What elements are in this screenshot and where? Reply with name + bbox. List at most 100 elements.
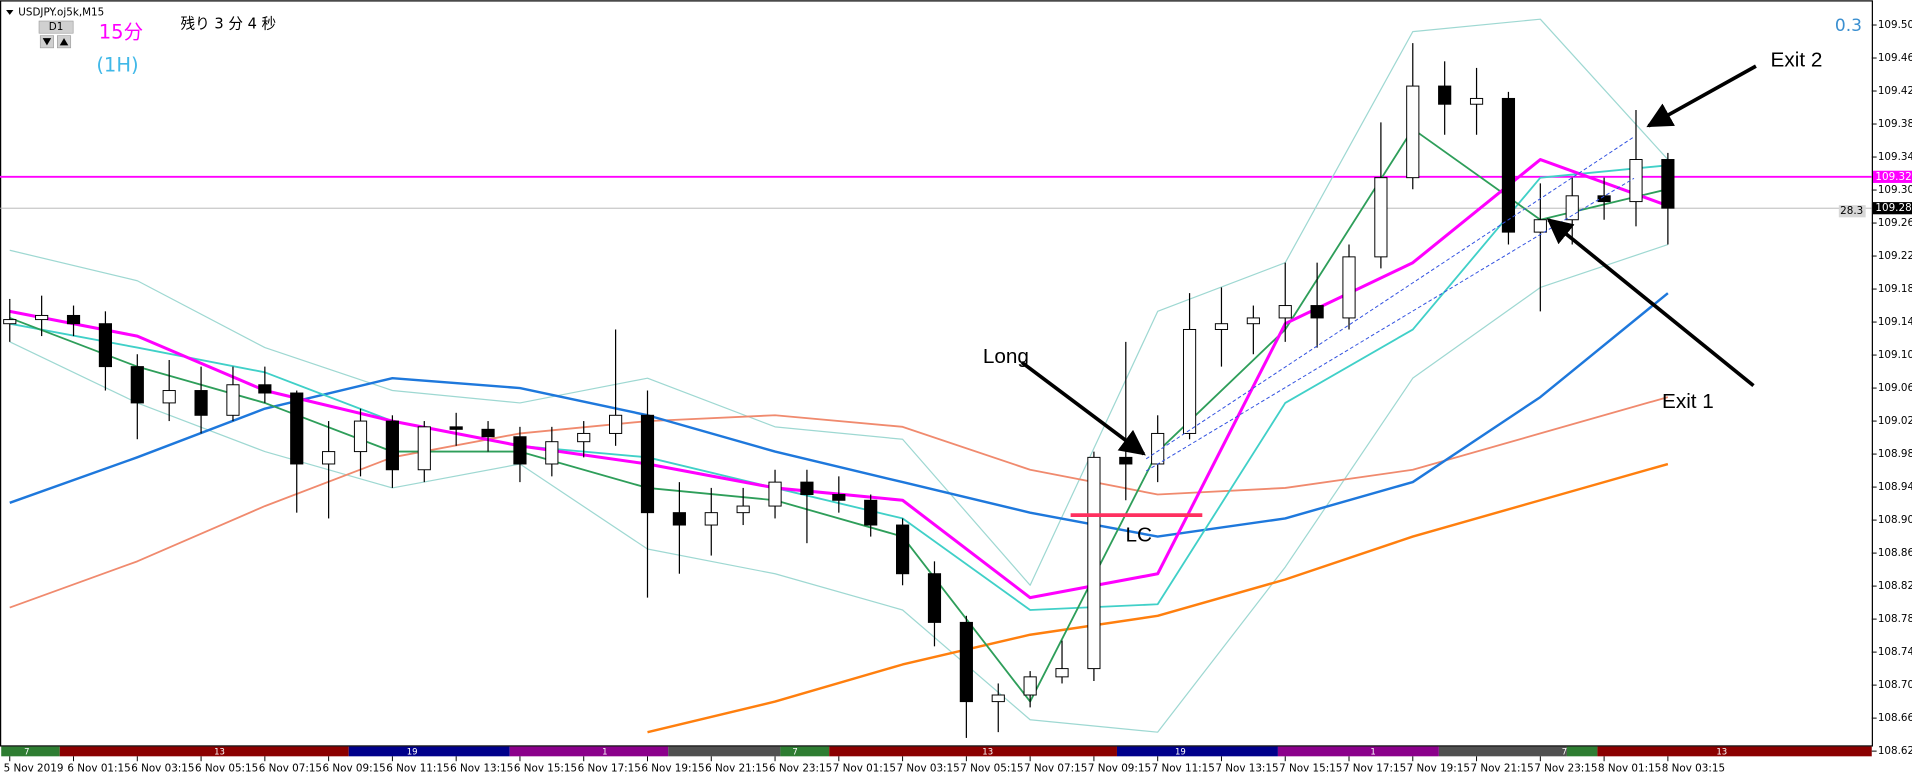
candle-body <box>1438 85 1452 105</box>
x-tick-label: 6 Nov 23:15 <box>769 763 832 775</box>
session-segment <box>509 746 669 757</box>
y-tick-label: 109.105 <box>1878 349 1912 361</box>
x-tick-label: 6 Nov 09:15 <box>323 763 386 775</box>
x-tick-label: 6 Nov 13:15 <box>450 763 513 775</box>
x-tick-label: 7 Nov 07:15 <box>1024 763 1087 775</box>
candle-body <box>98 323 113 368</box>
indicator-label: 15分 <box>99 21 143 44</box>
x-tick-label: 6 Nov 11:15 <box>386 763 449 775</box>
candle-body <box>226 384 240 416</box>
candle-body <box>577 432 591 443</box>
candle-body <box>1310 305 1324 319</box>
candle-body <box>1023 676 1037 696</box>
candle-body <box>672 512 686 526</box>
x-tick-label: 7 Nov 01:15 <box>833 763 896 775</box>
annotation: Exit 1 <box>1662 390 1714 413</box>
candle-body <box>545 441 559 465</box>
candle-body <box>35 314 49 321</box>
session-label: 7 <box>792 748 797 758</box>
x-tick-label: 6 Nov 21:15 <box>705 763 768 775</box>
candle-body <box>1374 177 1388 258</box>
spread-display: 0.3 <box>1835 16 1862 36</box>
y-tick-label: 109.225 <box>1878 250 1912 262</box>
candle-body <box>768 481 782 507</box>
session-segment <box>1597 746 1872 757</box>
x-tick-label: 7 Nov 13:15 <box>1215 763 1278 775</box>
x-tick-label: 7 Nov 19:15 <box>1407 763 1470 775</box>
plot-frame <box>0 0 1873 747</box>
price-tag-label: 109.283 <box>1875 202 1912 214</box>
candle-body <box>513 436 527 465</box>
candle-body <box>1119 456 1133 465</box>
y-tick-label: 109.265 <box>1878 217 1912 229</box>
x-tick-label: 5 Nov 2019 <box>4 763 64 775</box>
candle-body <box>194 390 208 416</box>
candle-body <box>322 451 336 465</box>
icon <box>59 38 69 46</box>
session-segment <box>668 746 781 757</box>
session-segment <box>829 746 1117 757</box>
x-tick-label: 7 Nov 11:15 <box>1152 763 1215 775</box>
y-tick-label: 109.385 <box>1878 118 1912 130</box>
indicator-line <box>9 128 1669 703</box>
candle-body <box>736 505 750 514</box>
x-tick-label: 7 Nov 09:15 <box>1088 763 1151 775</box>
candle-body <box>449 426 463 430</box>
candle-body <box>1565 195 1579 221</box>
spread-label: 28.3 <box>1840 205 1863 217</box>
menu-icon <box>6 10 14 15</box>
x-tick-label: 7 Nov 17:15 <box>1343 763 1406 775</box>
x-tick-label: 7 Nov 05:15 <box>960 763 1023 775</box>
session-segment <box>1 746 60 757</box>
y-tick-label: 109.065 <box>1878 382 1912 394</box>
session-label: 13 <box>982 748 993 758</box>
candle-body <box>1501 97 1516 233</box>
session-label: 13 <box>1716 748 1727 758</box>
plot-area <box>0 18 1872 738</box>
candle-body <box>991 694 1005 703</box>
session-bar <box>1 746 1872 757</box>
timeframe-button[interactable] <box>38 20 74 34</box>
candle-body <box>959 621 973 703</box>
session-segment <box>1277 746 1439 757</box>
y-tick-label: 108.745 <box>1878 646 1912 658</box>
arrow <box>1020 360 1146 456</box>
session-label: 1 <box>1370 748 1375 758</box>
timeframe-label: D1 <box>49 21 64 33</box>
trend-line <box>1145 177 1635 472</box>
candle-body <box>481 428 495 438</box>
annotation: LC <box>1125 523 1152 546</box>
candle-body <box>130 366 144 404</box>
candle-body <box>1278 305 1292 319</box>
x-tick-label: 6 Nov 05:15 <box>195 763 258 775</box>
indicator-line <box>9 18 1669 586</box>
indicator-line <box>9 292 1669 538</box>
session-segment <box>1566 746 1598 757</box>
candle-body <box>1597 195 1611 203</box>
price-tag <box>1872 170 1912 183</box>
arrow <box>1646 64 1757 128</box>
candle-body <box>3 319 17 325</box>
y-tick-label: 109.025 <box>1878 415 1912 427</box>
y-tick-label: 109.345 <box>1878 151 1912 163</box>
x-tick-label: 8 Nov 01:15 <box>1598 763 1661 775</box>
price-tag-label: 109.321 <box>1875 171 1912 183</box>
candle-body <box>640 414 655 514</box>
countdown: 残り 3 分 4 秒 <box>180 16 276 33</box>
y-tick-label: 109.305 <box>1878 184 1912 196</box>
candle-body <box>927 573 942 623</box>
x-tick-label: 7 Nov 15:15 <box>1279 763 1342 775</box>
candle-body <box>258 384 272 394</box>
indicator-line <box>9 396 1669 609</box>
symbol-label: USDJPY.oj5k,M15 <box>18 6 104 18</box>
price-tag <box>1872 202 1912 215</box>
icon <box>42 38 52 46</box>
x-tick-label: 7 Nov 03:15 <box>896 763 959 775</box>
y-tick-label: 108.985 <box>1878 448 1912 460</box>
candle-body <box>1629 159 1643 203</box>
x-tick-label: 7 Nov 23:15 <box>1534 763 1597 775</box>
session-segment <box>59 746 349 757</box>
session-label: 7 <box>1562 748 1567 758</box>
candle-body <box>864 499 878 526</box>
